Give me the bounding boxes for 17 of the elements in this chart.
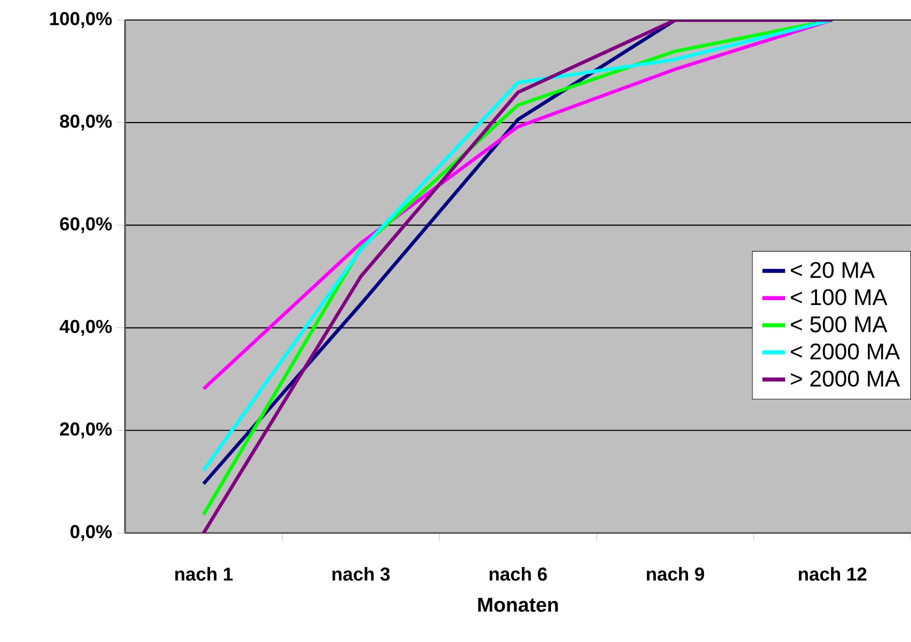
legend-label: < 20 MA [790,262,875,278]
y-tick-label: 60,0% [60,217,112,234]
x-tick-label: nach 3 [332,567,390,581]
x-tick-label: nach 9 [646,567,704,581]
y-tick-label: 0,0% [70,525,112,541]
y-tick-label: 40,0% [60,320,112,336]
y-tick-label: 100,0% [50,12,112,28]
x-tick-label: nach 1 [175,567,233,581]
legend-label: < 500 MA [790,316,888,332]
legend-label: < 100 MA [790,289,888,306]
y-tick-label: 80,0% [60,114,112,131]
x-tick-label: nach 6 [490,567,547,581]
y-tick-label: 20,0% [60,422,112,438]
legend-label: < 2000 MA [790,343,900,360]
x-tick-label: nach 12 [798,567,866,581]
x-axis-title: Monaten [478,598,558,612]
legend-label: > 2000 MA [790,370,900,387]
